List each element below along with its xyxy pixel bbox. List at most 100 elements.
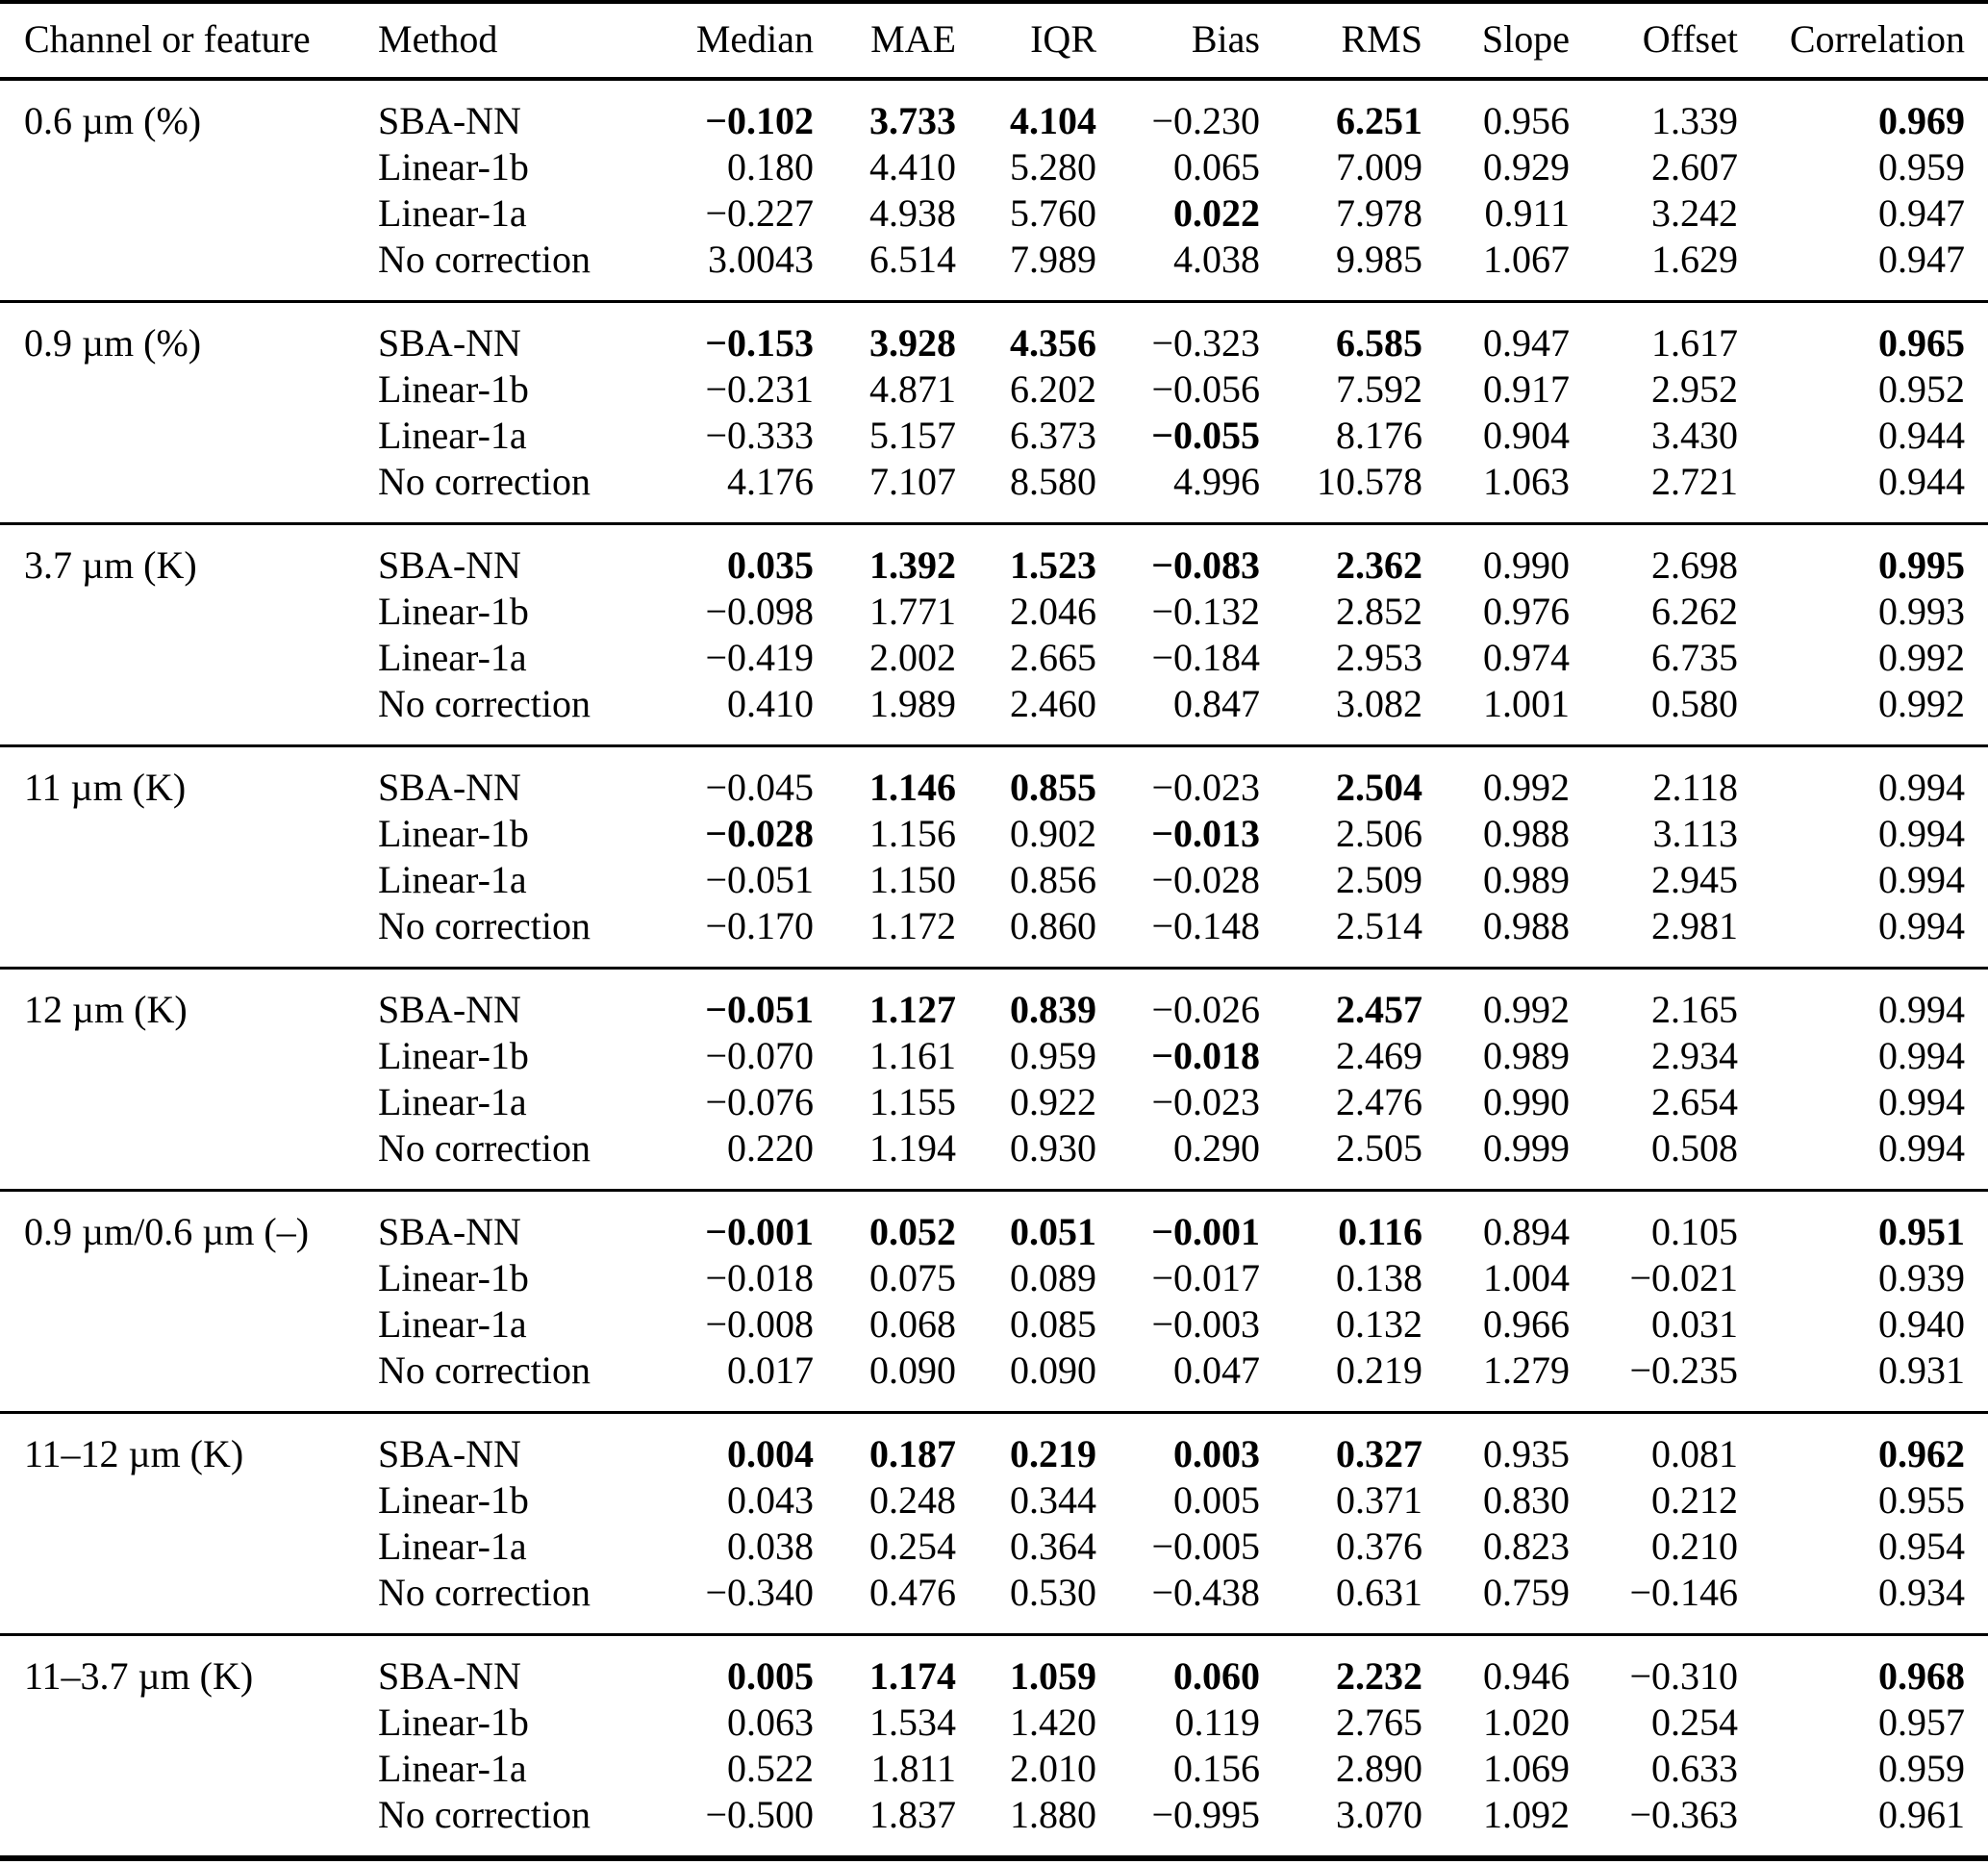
value-cell-iqr: 0.922	[1010, 1080, 1096, 1123]
value-cell-rms: 10.578	[1317, 460, 1422, 503]
value-cell-rms: 9.985	[1336, 238, 1422, 281]
value-cell-iqr: 2.460	[1010, 682, 1096, 725]
feature-cell: 3.7 µm (K)	[24, 543, 197, 587]
value-cell-mae: 3.733	[869, 99, 956, 142]
value-cell-slope: 0.974	[1483, 636, 1570, 679]
value-cell-mae: 4.938	[869, 191, 956, 235]
value-cell-rms: 2.232	[1336, 1654, 1422, 1698]
value-cell-rms: 0.631	[1336, 1571, 1422, 1614]
value-cell-correlation: 0.994	[1878, 904, 1965, 947]
value-cell-correlation: 0.952	[1878, 367, 1965, 411]
value-cell-mae: 0.052	[869, 1210, 956, 1253]
value-cell-slope: 0.990	[1483, 1080, 1570, 1123]
value-cell-correlation: 0.968	[1878, 1654, 1965, 1698]
value-cell-slope: 0.759	[1483, 1571, 1570, 1614]
table-row: Linear-1b −0.018 0.075 0.089 −0.017 0.138 1.00…	[0, 1255, 1988, 1301]
value-cell-mae: 6.514	[869, 238, 956, 281]
method-cell: No correction	[378, 904, 591, 947]
value-cell-bias: −0.028	[1151, 858, 1260, 901]
value-cell-median: 4.176	[727, 460, 814, 503]
table-row: No correction −0.170 1.172 0.860 −0.148 2.514…	[0, 903, 1988, 969]
value-cell-offset: −0.021	[1629, 1256, 1738, 1299]
value-cell-median: −0.051	[705, 858, 814, 901]
value-cell-offset: 3.113	[1652, 812, 1738, 855]
value-cell-mae: 0.248	[869, 1478, 956, 1522]
method-cell: Linear-1b	[378, 1701, 529, 1744]
value-cell-offset: 0.081	[1651, 1432, 1738, 1475]
value-cell-rms: 2.765	[1336, 1701, 1422, 1744]
value-cell-correlation: 0.944	[1878, 414, 1965, 457]
method-cell: SBA-NN	[378, 99, 521, 142]
value-cell-correlation: 0.994	[1878, 858, 1965, 901]
value-cell-mae: 1.156	[869, 812, 956, 855]
value-cell-iqr: 0.860	[1010, 904, 1096, 947]
column-header-rms: RMS	[1341, 17, 1423, 61]
value-cell-offset: 2.981	[1651, 904, 1738, 947]
value-cell-median: 0.180	[727, 145, 814, 189]
method-cell: Linear-1a	[378, 1302, 527, 1346]
value-cell-offset: −0.146	[1629, 1571, 1738, 1614]
method-cell: Linear-1a	[378, 1747, 527, 1790]
value-cell-bias: −0.438	[1151, 1571, 1260, 1614]
value-cell-median: −0.008	[705, 1302, 814, 1346]
value-cell-slope: 0.976	[1483, 590, 1570, 633]
value-cell-offset: 0.210	[1651, 1525, 1738, 1568]
column-header-offset: Offset	[1642, 17, 1738, 61]
value-cell-median: −0.419	[705, 636, 814, 679]
value-cell-iqr: 1.420	[1010, 1701, 1096, 1744]
value-cell-slope: 0.992	[1483, 766, 1570, 809]
value-cell-bias: −0.230	[1151, 99, 1260, 142]
column-header-correlation: Correlation	[1789, 17, 1965, 61]
table-row: Linear-1b 0.043 0.248 0.344 0.005 0.371 0.830 0…	[0, 1477, 1988, 1524]
value-cell-rms: 2.890	[1336, 1747, 1422, 1790]
table-row: No correction −0.500 1.837 1.880 −0.995 3.070…	[0, 1792, 1988, 1858]
value-cell-iqr: 0.085	[1010, 1302, 1096, 1346]
value-cell-median: −0.333	[705, 414, 814, 457]
value-cell-rms: 2.476	[1336, 1080, 1422, 1123]
value-cell-offset: −0.310	[1629, 1654, 1738, 1698]
table-row: Linear-1a −0.419 2.002 2.665 −0.184 2.953 0.97…	[0, 635, 1988, 681]
value-cell-offset: 2.721	[1651, 460, 1738, 503]
value-cell-slope: 0.999	[1483, 1126, 1570, 1170]
table-row: No correction 0.220 1.194 0.930 0.290 2.505 0.…	[0, 1125, 1988, 1191]
value-cell-bias: 0.065	[1173, 145, 1260, 189]
value-cell-median: 3.0043	[708, 238, 814, 281]
value-cell-mae: 0.075	[869, 1256, 956, 1299]
value-cell-bias: −0.995	[1151, 1793, 1260, 1836]
value-cell-slope: 0.935	[1483, 1432, 1570, 1475]
value-cell-iqr: 7.989	[1010, 238, 1096, 281]
value-cell-bias: 0.290	[1173, 1126, 1260, 1170]
method-cell: Linear-1b	[378, 367, 529, 411]
value-cell-slope: 0.904	[1483, 414, 1570, 457]
value-cell-iqr: 0.090	[1010, 1348, 1096, 1392]
value-cell-correlation: 0.959	[1878, 1747, 1965, 1790]
value-cell-offset: 0.212	[1651, 1478, 1738, 1522]
value-cell-offset: 2.654	[1651, 1080, 1738, 1123]
value-cell-bias: 0.060	[1173, 1654, 1260, 1698]
value-cell-mae: 0.476	[869, 1571, 956, 1614]
value-cell-iqr: 4.104	[1010, 99, 1096, 142]
value-cell-slope: 0.992	[1483, 988, 1570, 1031]
value-cell-correlation: 0.994	[1878, 1034, 1965, 1077]
column-header-slope: Slope	[1481, 17, 1570, 61]
value-cell-bias: −0.055	[1151, 414, 1260, 457]
table-row: Linear-1b 0.180 4.410 5.280 0.065 7.009 0.929 2…	[0, 144, 1988, 190]
value-cell-iqr: 0.855	[1010, 766, 1096, 809]
value-cell-offset: 2.934	[1651, 1034, 1738, 1077]
value-cell-rms: 0.376	[1336, 1525, 1422, 1568]
value-cell-iqr: 5.280	[1010, 145, 1096, 189]
column-header-mae: MAE	[870, 17, 956, 61]
value-cell-correlation: 0.947	[1878, 191, 1965, 235]
method-cell: No correction	[378, 238, 591, 281]
feature-cell: 0.9 µm/0.6 µm (–)	[24, 1210, 310, 1253]
value-cell-bias: −0.023	[1151, 766, 1260, 809]
value-cell-slope: 0.946	[1483, 1654, 1570, 1698]
value-cell-median: 0.038	[727, 1525, 814, 1568]
value-cell-bias: −0.001	[1151, 1210, 1260, 1253]
value-cell-rms: 2.509	[1336, 858, 1422, 901]
method-cell: Linear-1a	[378, 636, 527, 679]
value-cell-offset: 0.031	[1651, 1302, 1738, 1346]
column-header-channel-or-feature: Channel or feature	[24, 17, 311, 61]
value-cell-iqr: 8.580	[1010, 460, 1096, 503]
